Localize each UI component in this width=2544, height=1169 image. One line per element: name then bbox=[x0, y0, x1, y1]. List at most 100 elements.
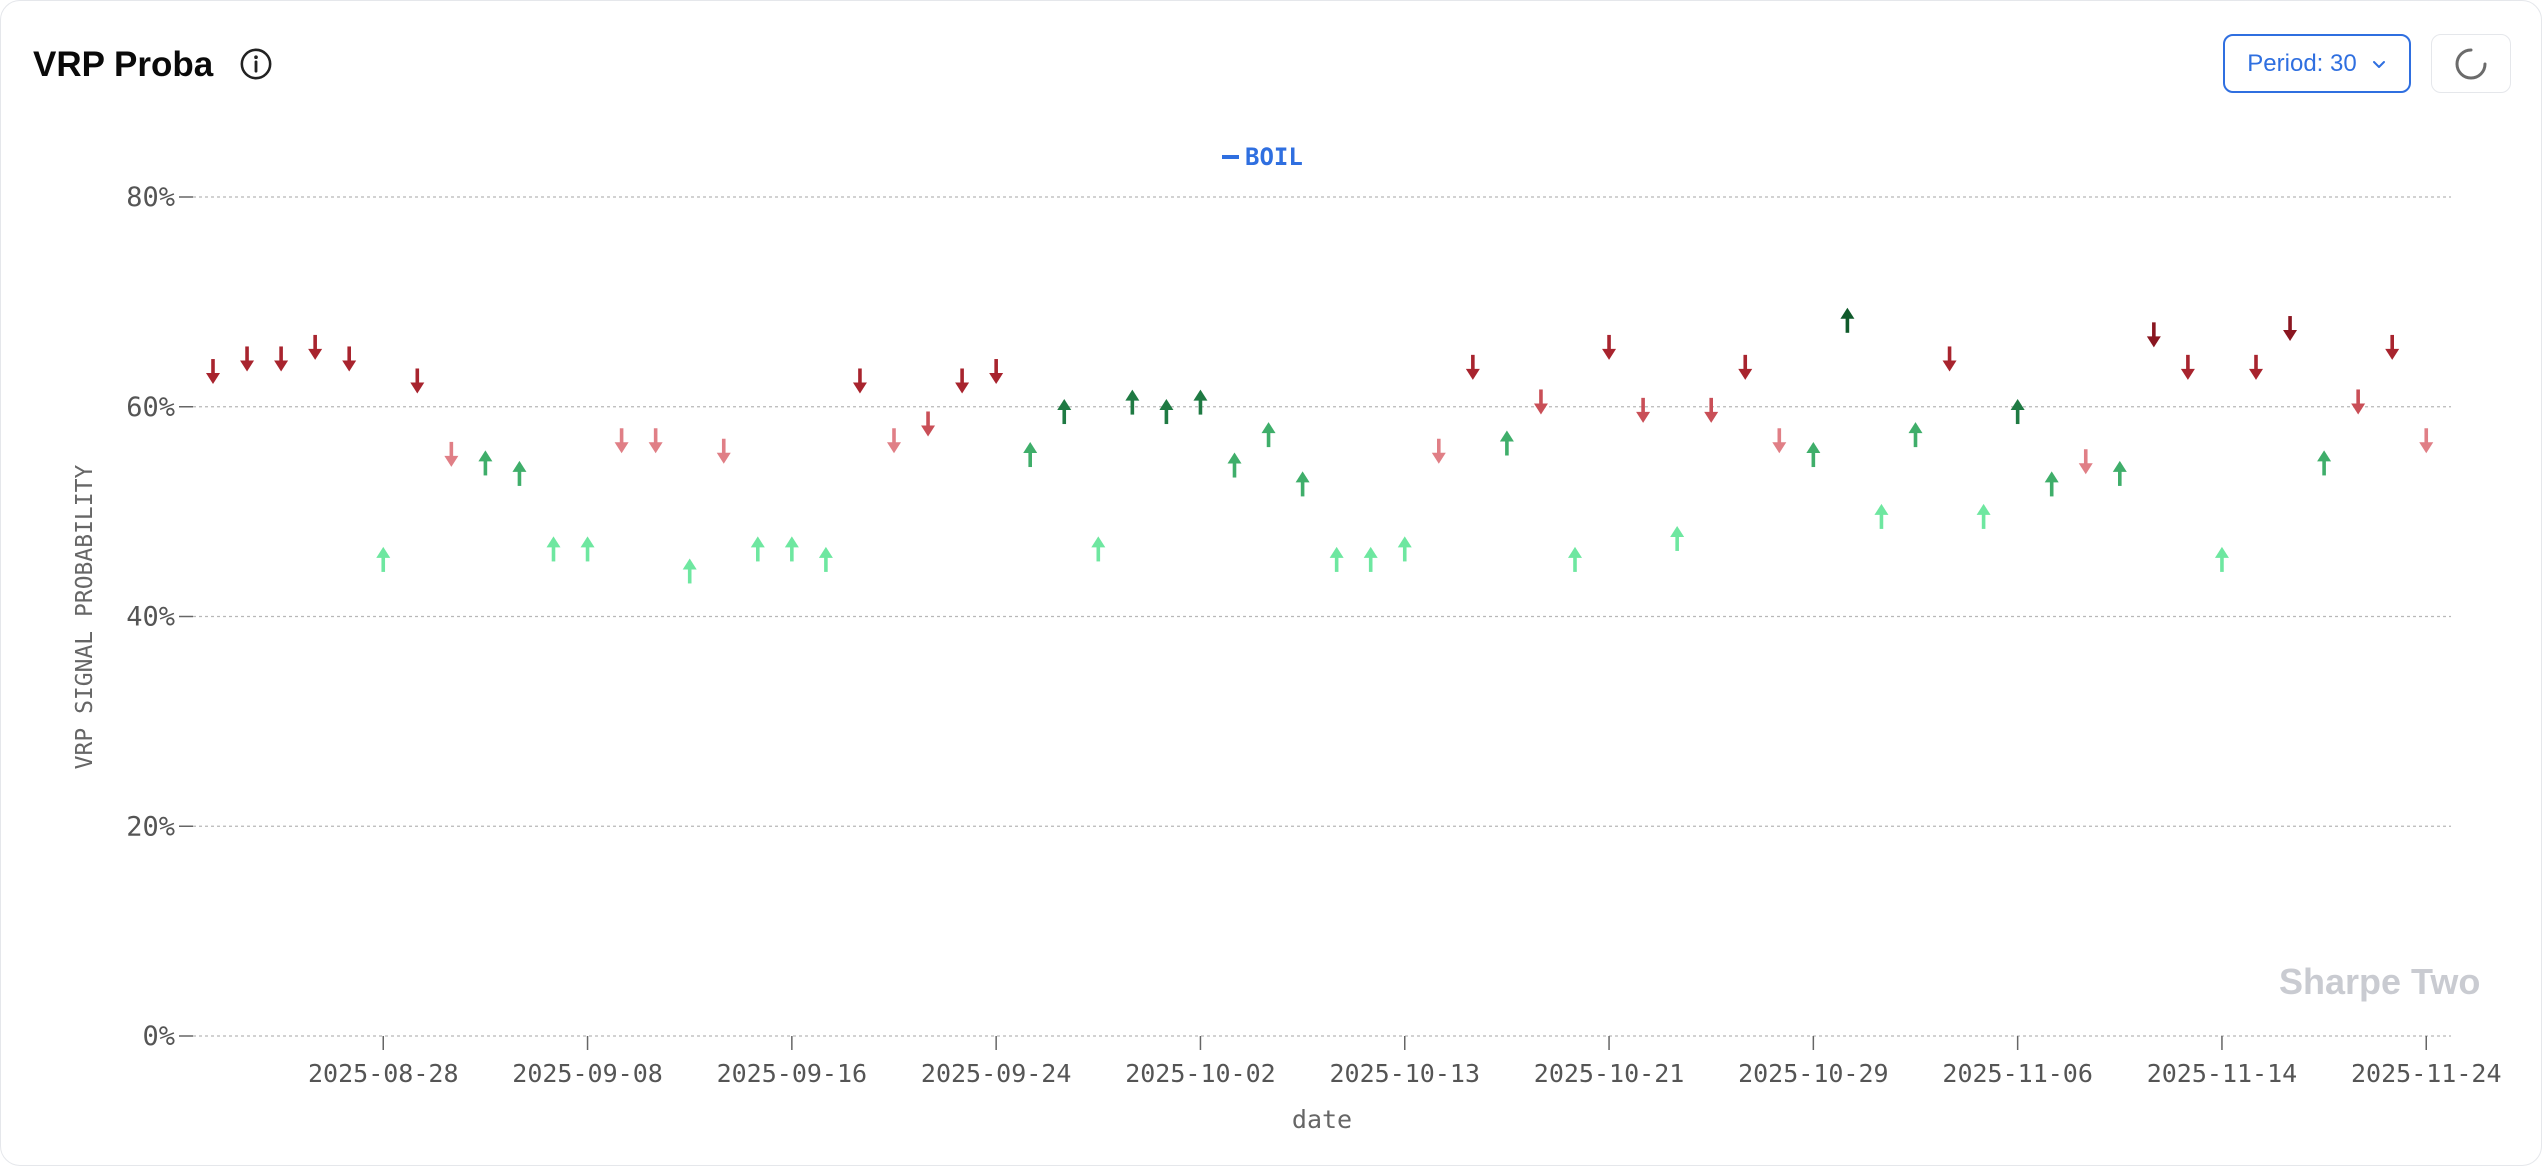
arrow-down-point bbox=[1602, 334, 1617, 360]
x-tick-label: 2025-11-14 bbox=[2147, 1059, 2298, 1088]
arrow-head bbox=[1533, 403, 1548, 415]
arrow-down-point bbox=[614, 428, 629, 454]
arrow-down-point bbox=[1772, 428, 1787, 454]
arrow-down-point bbox=[308, 334, 323, 360]
period-select[interactable]: Period: 30 bbox=[2223, 34, 2411, 93]
arrow-head bbox=[2112, 460, 2127, 472]
y-tick-label: 0% bbox=[142, 1021, 175, 1052]
arrow-down-point bbox=[2419, 428, 2434, 454]
arrow-head bbox=[1670, 525, 1685, 537]
arrow-up-point bbox=[376, 546, 391, 572]
arrow-head bbox=[478, 450, 493, 462]
arrow-up-point bbox=[1227, 452, 1242, 478]
arrow-head bbox=[1738, 368, 1753, 380]
arrow-head bbox=[1465, 368, 1480, 380]
info-icon[interactable] bbox=[239, 47, 273, 81]
arrow-head bbox=[240, 360, 255, 372]
arrow-down-point bbox=[1704, 397, 1719, 423]
arrow-head bbox=[1874, 503, 1889, 515]
arrow-head bbox=[1023, 442, 1038, 454]
arrow-head bbox=[1363, 546, 1378, 558]
arrow-head bbox=[1976, 503, 1991, 515]
arrow-down-point bbox=[1533, 389, 1548, 415]
arrow-up-point bbox=[1499, 430, 1514, 456]
arrow-head bbox=[1329, 546, 1344, 558]
legend-label: BOIL bbox=[1245, 143, 1303, 171]
arrow-up-point bbox=[1397, 536, 1412, 562]
refresh-button[interactable] bbox=[2431, 34, 2511, 93]
arrow-up-point bbox=[580, 536, 595, 562]
arrow-head bbox=[512, 460, 527, 472]
arrow-down-point bbox=[989, 359, 1004, 385]
x-tick-label: 2025-10-21 bbox=[1534, 1059, 1685, 1088]
arrow-up-point bbox=[1329, 546, 1344, 572]
arrow-head bbox=[1091, 536, 1106, 548]
arrow-up-point bbox=[1363, 546, 1378, 572]
arrow-up-point bbox=[1091, 536, 1106, 562]
x-axis-label: date bbox=[1292, 1105, 1352, 1134]
arrow-head bbox=[206, 373, 220, 385]
watermark: Sharpe Two bbox=[2279, 961, 2481, 1002]
arrow-down-point bbox=[2146, 322, 2161, 348]
arrow-up-point bbox=[512, 460, 527, 486]
arrow-head bbox=[2010, 399, 2025, 411]
arrow-up-point bbox=[1193, 389, 1208, 415]
arrow-head bbox=[580, 536, 595, 548]
arrow-up-point bbox=[478, 450, 493, 476]
x-tick-label: 2025-09-08 bbox=[512, 1059, 663, 1088]
x-tick-label: 2025-11-24 bbox=[2351, 1059, 2502, 1088]
arrow-head bbox=[1261, 422, 1276, 434]
x-tick-label: 2025-10-02 bbox=[1125, 1059, 1276, 1088]
arrow-up-point bbox=[2044, 471, 2059, 497]
arrow-down-point bbox=[2283, 316, 2298, 342]
arrow-down-point bbox=[2385, 334, 2400, 360]
arrow-down-point bbox=[240, 346, 255, 372]
arrow-head bbox=[1193, 389, 1208, 401]
arrow-up-point bbox=[1840, 307, 1855, 333]
loading-spinner-icon bbox=[2455, 48, 2487, 79]
arrow-down-point bbox=[2078, 449, 2093, 475]
x-tick-label: 2025-11-06 bbox=[1942, 1059, 2093, 1088]
arrow-head bbox=[887, 442, 901, 454]
arrow-down-point bbox=[955, 368, 970, 394]
arrow-down-point bbox=[2249, 354, 2263, 380]
arrow-up-point bbox=[1874, 503, 1889, 529]
arrow-down-point bbox=[342, 346, 357, 372]
arrow-head bbox=[648, 442, 663, 454]
x-tick-label: 2025-09-24 bbox=[921, 1059, 1072, 1088]
arrow-down-point bbox=[1465, 354, 1480, 380]
y-tick-label: 80% bbox=[126, 182, 175, 213]
arrow-down-point bbox=[444, 441, 459, 467]
arrow-head bbox=[2419, 442, 2434, 454]
arrow-down-point bbox=[716, 438, 731, 464]
arrow-head bbox=[989, 373, 1004, 385]
arrow-head bbox=[1431, 452, 1446, 464]
arrow-head bbox=[2078, 463, 2093, 475]
arrow-head bbox=[1227, 452, 1242, 464]
arrow-head bbox=[2351, 403, 2366, 415]
arrow-head bbox=[342, 360, 357, 372]
arrow-down-point bbox=[887, 428, 901, 454]
arrow-up-point bbox=[2112, 460, 2127, 486]
arrow-head bbox=[2317, 450, 2332, 462]
period-label: Period: 30 bbox=[2247, 49, 2357, 77]
x-tick-label: 2025-10-29 bbox=[1738, 1059, 1889, 1088]
arrow-head bbox=[1840, 307, 1855, 319]
arrow-down-point bbox=[852, 368, 867, 394]
arrow-head bbox=[1397, 536, 1412, 548]
arrow-up-point bbox=[1908, 422, 1923, 448]
arrow-up-point bbox=[1261, 422, 1276, 448]
arrow-down-point bbox=[921, 411, 936, 437]
arrow-head bbox=[921, 425, 936, 437]
arrow-up-point bbox=[2317, 450, 2332, 476]
arrow-head bbox=[818, 546, 833, 558]
arrow-head bbox=[1636, 411, 1651, 423]
arrow-head bbox=[716, 452, 731, 464]
y-axis-label: VRP SIGNAL PROBABILITY bbox=[72, 465, 98, 770]
arrow-head bbox=[2385, 348, 2400, 360]
arrow-down-point bbox=[1738, 354, 1753, 380]
arrow-head bbox=[852, 382, 867, 394]
x-tick-label: 2025-09-16 bbox=[717, 1059, 868, 1088]
arrow-head bbox=[1057, 399, 1072, 411]
